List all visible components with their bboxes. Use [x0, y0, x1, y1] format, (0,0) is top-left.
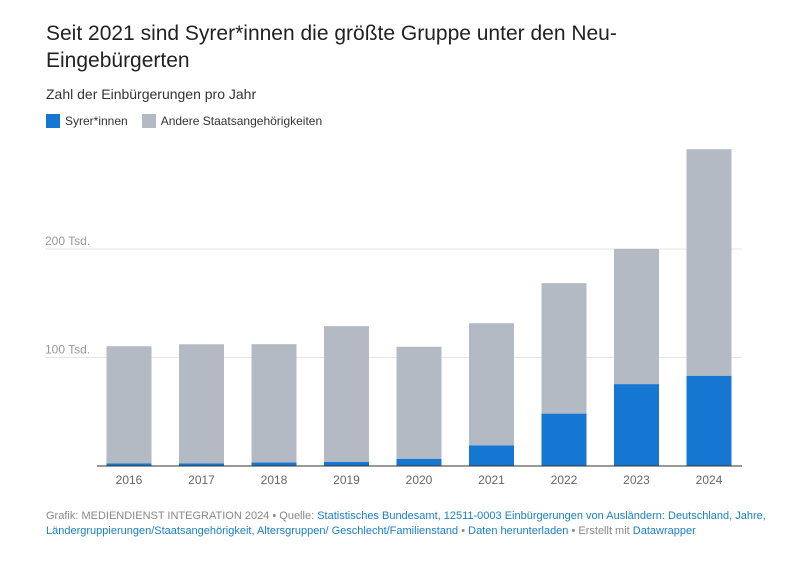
bar-syrer-2018 — [251, 462, 297, 466]
legend-swatch — [46, 114, 60, 128]
bar-syrer-2021 — [469, 445, 514, 466]
bar-syrer-2020 — [396, 458, 442, 466]
bar-syrer-2017 — [179, 463, 224, 466]
download-data-link[interactable]: Daten herunterladen — [468, 525, 569, 537]
legend-item-andere: Andere Staatsangehörigkeiten — [141, 114, 323, 128]
bar-andere-2023 — [614, 248, 659, 385]
x-tick-label: 2018 — [261, 473, 288, 487]
bar-andere-2021 — [469, 323, 514, 446]
bar-syrer-2024 — [686, 375, 732, 466]
x-tick-label: 2016 — [116, 473, 143, 487]
chart-subtitle: Zahl der Einbürgerungen pro Jahr — [46, 86, 257, 102]
bar-syrer-2019 — [324, 461, 369, 466]
bar-andere-2017 — [179, 344, 224, 464]
x-tick-label: 2017 — [188, 473, 215, 487]
y-tick-label: 100 Tsd. — [45, 343, 90, 357]
x-tick-label: 2021 — [478, 473, 505, 487]
legend-label: Syrer*innen — [65, 114, 128, 128]
x-tick-label: 2022 — [551, 473, 578, 487]
x-tick-label: 2020 — [406, 473, 433, 487]
x-tick-label: 2023 — [623, 473, 650, 487]
footer-credit: Grafik: MEDIENDIENST INTEGRATION 2024 • … — [46, 510, 318, 522]
datawrapper-link[interactable]: Datawrapper — [632, 525, 696, 537]
y-tick-label: 200 Tsd. — [45, 234, 90, 248]
footer: Grafik: MEDIENDIENST INTEGRATION 2024 • … — [46, 509, 766, 539]
x-tick-label: 2024 — [696, 473, 723, 487]
legend-label: Andere Staatsangehörigkeiten — [160, 114, 323, 128]
legend: Syrer*innen Andere Staatsangehörigkeiten — [46, 114, 322, 128]
footer-separator: • — [458, 525, 469, 537]
chart-title: Seit 2021 sind Syrer*innen die größte Gr… — [46, 22, 617, 72]
bar-syrer-2016 — [106, 463, 152, 466]
bar-andere-2019 — [324, 326, 369, 462]
legend-swatch — [141, 114, 156, 128]
legend-item-syrer: Syrer*innen — [46, 114, 128, 128]
bar-andere-2020 — [396, 346, 442, 459]
bar-andere-2016 — [106, 346, 152, 464]
bar-andere-2018 — [251, 344, 297, 463]
bar-andere-2022 — [541, 283, 587, 414]
source-link[interactable]: Statistisches Bundesamt, 12511-0003 Einb… — [46, 510, 766, 537]
x-tick-label: 2019 — [333, 473, 360, 487]
bar-andere-2024 — [686, 149, 732, 376]
bar-syrer-2023 — [614, 384, 659, 466]
bar-syrer-2022 — [541, 413, 587, 466]
footer-created-with: • Erstellt mit — [568, 525, 633, 537]
